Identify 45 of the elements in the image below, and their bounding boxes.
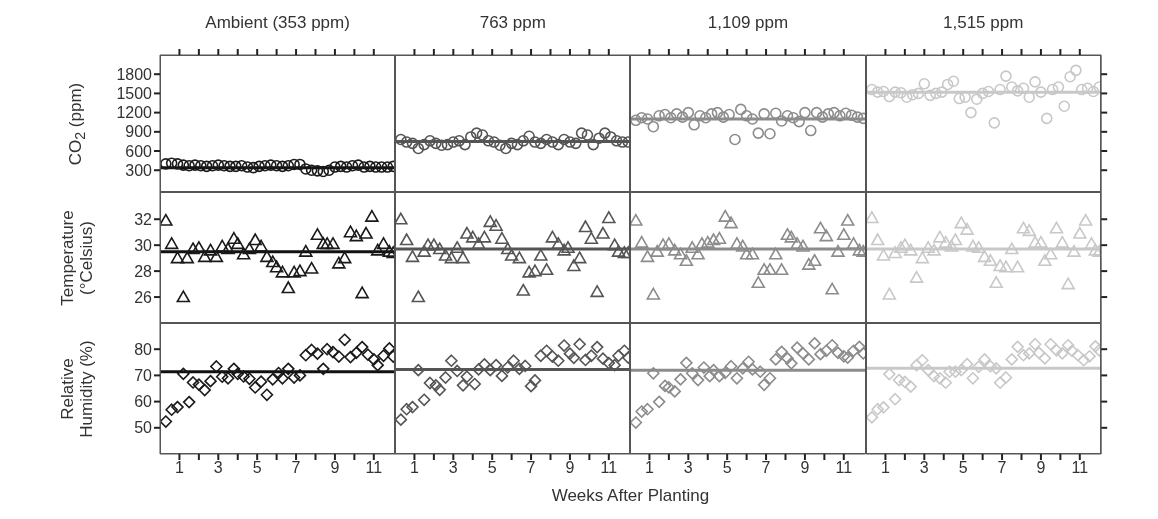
x-tick-label: 11 <box>835 459 853 477</box>
x-tick-label: 11 <box>1071 459 1088 477</box>
x-tick-label: 7 <box>997 459 1007 477</box>
x-tick-label: 3 <box>449 459 459 477</box>
x-tick-label: 1 <box>645 459 655 477</box>
y-tick-label: 1200 <box>116 104 153 122</box>
chart-title: 1,515 ppm <box>942 13 1025 33</box>
chart-title: 763 ppm <box>478 13 547 33</box>
y-tick-label: 1800 <box>116 65 153 83</box>
x-tick-label: 5 <box>723 459 733 477</box>
y-tick-label: 28 <box>134 262 153 280</box>
y-tick-label: 60 <box>134 393 153 411</box>
y-tick-label: 80 <box>134 340 153 358</box>
chart-title: 1,109 ppm <box>706 13 790 33</box>
x-tick-label: 9 <box>565 459 575 477</box>
x-tick-label: 5 <box>487 459 497 477</box>
x-tick-label: 1 <box>410 459 420 477</box>
y-axis-title: Temperature (°Celsius) <box>57 208 96 308</box>
x-axis-title: Weeks After Planting <box>550 486 711 506</box>
x-tick-label: 5 <box>958 459 968 477</box>
x-tick-label: 9 <box>1036 459 1046 477</box>
x-tick-label: 9 <box>330 459 340 477</box>
x-tick-label: 7 <box>291 459 301 477</box>
y-tick-label: 900 <box>125 123 153 141</box>
x-tick-label: 11 <box>600 459 618 477</box>
y-tick-label: 600 <box>125 142 153 160</box>
y-tick-label: 1500 <box>116 85 153 103</box>
y-tick-label: 30 <box>134 236 153 254</box>
y-tick-label: 300 <box>125 161 153 179</box>
x-tick-label: 5 <box>252 459 262 477</box>
x-tick-label: 9 <box>800 459 810 477</box>
chart-title: Ambient (353 ppm) <box>204 13 351 33</box>
y-axis-title: Relative Humidity (%) <box>57 338 96 440</box>
x-tick-label: 3 <box>213 459 223 477</box>
y-tick-label: 26 <box>134 288 153 306</box>
x-tick-label: 7 <box>762 459 771 477</box>
x-tick-label: 3 <box>684 459 694 477</box>
x-tick-label: 1 <box>880 459 890 477</box>
y-tick-label: 50 <box>134 419 153 437</box>
x-tick-label: 11 <box>365 459 383 477</box>
y-tick-label: 70 <box>134 367 153 385</box>
x-tick-label: 7 <box>526 459 536 477</box>
y-tick-label: 32 <box>134 210 153 228</box>
x-tick-label: 1 <box>174 459 184 477</box>
x-tick-label: 3 <box>919 459 929 477</box>
